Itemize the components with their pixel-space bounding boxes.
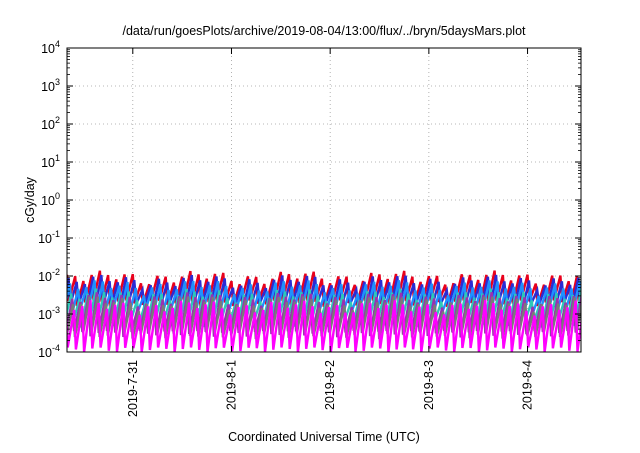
x-tick-label: 2019-8-4 bbox=[521, 360, 535, 410]
chart-title: /data/run/goesPlots/archive/2019-08-04/1… bbox=[122, 24, 526, 38]
y-tick-label: 10-3 bbox=[38, 305, 60, 322]
y-tick-label: 10-4 bbox=[38, 343, 60, 360]
series-line bbox=[67, 300, 581, 352]
y-tick-label: 102 bbox=[41, 115, 60, 132]
axis-layer: 10-4 10-3 10-2 10-1 100 101 102 103 104 2019-7-31… bbox=[38, 39, 581, 417]
y-axis-label: cGy/day bbox=[23, 176, 37, 223]
series-line bbox=[67, 270, 581, 308]
y-tick-label: 104 bbox=[41, 39, 60, 56]
y-tick-label: 10-1 bbox=[38, 229, 60, 246]
y-tick-label: 101 bbox=[41, 153, 60, 170]
x-tick-label: 2019-8-1 bbox=[224, 360, 238, 410]
x-axis-label: Coordinated Universal Time (UTC) bbox=[228, 430, 420, 444]
x-tick-label: 2019-8-2 bbox=[323, 360, 337, 410]
y-tick-label: 100 bbox=[41, 191, 60, 208]
y-tick-label: 10-2 bbox=[38, 267, 60, 284]
y-tick-label: 103 bbox=[41, 77, 60, 94]
series-layer bbox=[67, 270, 581, 352]
x-tick-label: 2019-7-31 bbox=[126, 360, 140, 417]
x-tick-label: 2019-8-3 bbox=[422, 360, 436, 410]
